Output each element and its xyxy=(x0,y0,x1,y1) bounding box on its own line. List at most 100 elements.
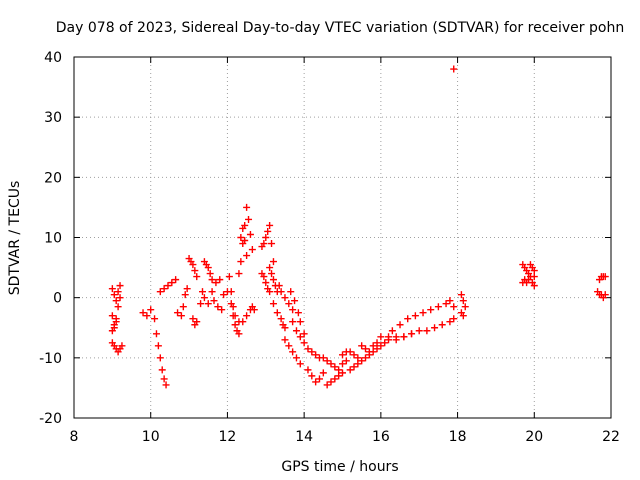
data-point xyxy=(530,273,538,281)
data-point xyxy=(193,318,201,326)
data-point xyxy=(350,363,358,371)
data-point xyxy=(250,306,258,314)
data-point xyxy=(304,345,312,353)
data-point xyxy=(197,300,205,308)
data-point xyxy=(156,354,164,362)
data-point xyxy=(179,303,187,311)
data-point xyxy=(285,300,293,308)
data-point xyxy=(450,65,458,73)
data-point xyxy=(315,375,323,383)
data-point xyxy=(358,357,366,365)
data-point xyxy=(354,360,362,368)
data-point xyxy=(289,318,297,326)
data-point xyxy=(287,288,295,296)
data-point xyxy=(431,324,439,332)
data-point xyxy=(275,282,283,290)
data-point xyxy=(346,348,354,356)
data-point xyxy=(377,342,385,350)
data-point xyxy=(350,351,358,359)
y-tick-label: -10 xyxy=(39,351,62,367)
data-point xyxy=(181,291,189,299)
x-tick-labels: 8 10 12 14 16 18 20 22 xyxy=(70,429,620,445)
data-point xyxy=(110,291,118,299)
data-point xyxy=(174,309,182,317)
y-tick-label: -20 xyxy=(39,411,62,427)
x-tick-label: 18 xyxy=(449,429,467,445)
data-point xyxy=(446,297,454,305)
data-point xyxy=(198,288,206,296)
data-point xyxy=(225,273,233,281)
data-point xyxy=(450,315,458,323)
data-point xyxy=(239,318,247,326)
data-point xyxy=(227,288,235,296)
y-tick-label: 10 xyxy=(44,231,62,247)
y-tick-label: 40 xyxy=(44,50,62,66)
data-point xyxy=(189,261,197,269)
data-point xyxy=(400,333,408,341)
data-point xyxy=(231,321,239,329)
data-point xyxy=(446,318,454,326)
data-point xyxy=(408,330,416,338)
data-point xyxy=(373,339,381,347)
data-point xyxy=(246,230,254,238)
data-point xyxy=(116,282,124,290)
data-point xyxy=(241,237,249,245)
y-axis-title: SDTVAR / TECUs xyxy=(7,181,23,296)
data-point xyxy=(319,354,327,362)
data-point xyxy=(218,306,226,314)
data-point xyxy=(114,303,122,311)
data-point xyxy=(114,288,122,296)
data-point xyxy=(243,252,251,260)
data-point xyxy=(285,342,293,350)
data-point xyxy=(281,294,289,302)
data-point xyxy=(208,288,216,296)
data-point xyxy=(415,327,423,335)
data-point xyxy=(459,297,467,305)
data-point xyxy=(260,273,268,281)
data-point xyxy=(342,357,350,365)
data-point xyxy=(312,378,320,386)
data-point xyxy=(362,345,370,353)
data-point xyxy=(404,315,412,323)
data-points xyxy=(108,65,609,389)
data-point xyxy=(147,306,155,314)
data-point xyxy=(530,267,538,275)
data-point xyxy=(193,273,201,281)
data-point xyxy=(292,354,300,362)
data-point xyxy=(377,333,385,341)
data-point xyxy=(266,288,274,296)
data-point xyxy=(319,369,327,377)
y-tick-label: 0 xyxy=(53,291,62,307)
data-point xyxy=(268,240,276,248)
data-point xyxy=(206,270,214,278)
data-point xyxy=(237,234,245,241)
data-point xyxy=(308,372,316,380)
data-point xyxy=(296,318,304,326)
data-point xyxy=(300,339,308,347)
data-point xyxy=(191,267,199,275)
data-point xyxy=(289,306,297,314)
x-tick-label: 14 xyxy=(295,429,313,445)
data-point xyxy=(214,303,222,311)
data-point xyxy=(229,312,237,320)
data-point xyxy=(227,300,235,308)
data-point xyxy=(277,288,285,296)
data-point xyxy=(373,345,381,353)
data-point xyxy=(118,342,126,350)
x-axis-title: GPS time / hours xyxy=(281,459,398,475)
data-point xyxy=(365,351,373,359)
data-point xyxy=(154,342,162,350)
data-point xyxy=(392,336,400,344)
data-point xyxy=(419,309,427,317)
data-point xyxy=(160,285,168,293)
data-point xyxy=(112,297,120,305)
x-tick-label: 16 xyxy=(372,429,390,445)
data-point xyxy=(291,297,299,305)
data-point xyxy=(369,348,377,356)
data-point xyxy=(216,276,224,284)
data-point xyxy=(331,363,339,371)
data-point xyxy=(339,369,346,377)
data-point xyxy=(434,303,442,311)
x-tick-label: 22 xyxy=(602,429,620,445)
